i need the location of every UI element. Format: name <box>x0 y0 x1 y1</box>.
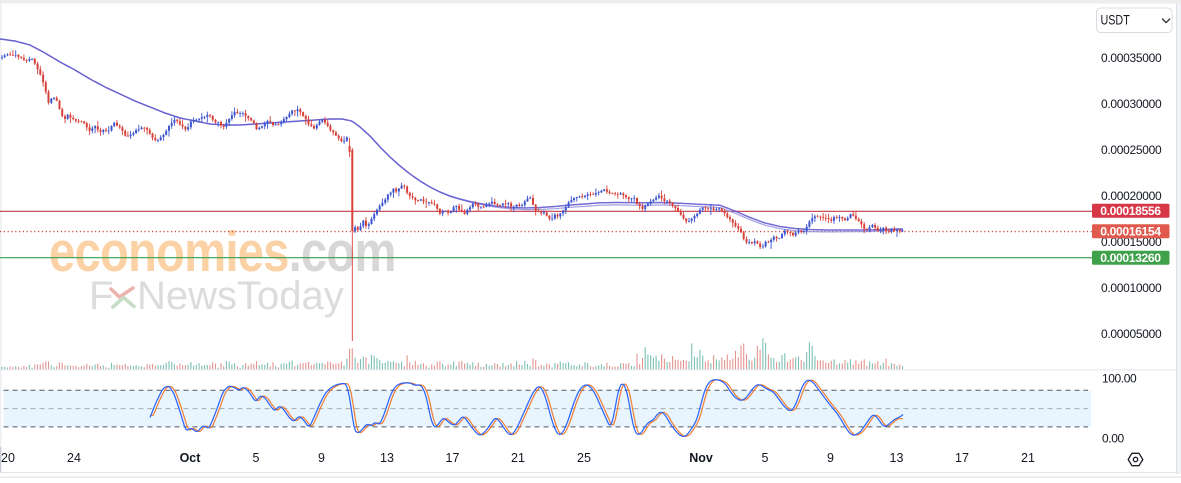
svg-text:0.00030000: 0.00030000 <box>1101 97 1162 111</box>
svg-text:0.00025000: 0.00025000 <box>1101 143 1162 157</box>
svg-text:Oct: Oct <box>180 451 202 465</box>
svg-text:5: 5 <box>762 451 769 465</box>
svg-text:25: 25 <box>577 451 591 465</box>
svg-text:0.00020000: 0.00020000 <box>1101 189 1162 203</box>
svg-text:13: 13 <box>380 451 394 465</box>
svg-text:NewsToday: NewsToday <box>137 274 344 318</box>
svg-text:21: 21 <box>511 451 525 465</box>
svg-text:20: 20 <box>1 451 15 465</box>
svg-text:24: 24 <box>67 451 81 465</box>
svg-text:9: 9 <box>318 451 325 465</box>
svg-text:Nov: Nov <box>689 451 713 465</box>
svg-text:21: 21 <box>1021 451 1035 465</box>
svg-text:F: F <box>89 274 113 318</box>
svg-text:17: 17 <box>955 451 969 465</box>
svg-text:0.00016154: 0.00016154 <box>1100 225 1161 239</box>
svg-text:0.00013260: 0.00013260 <box>1100 251 1161 265</box>
svg-text:0.00015000: 0.00015000 <box>1101 235 1162 249</box>
svg-text:5: 5 <box>253 451 260 465</box>
svg-text:USDT: USDT <box>1101 12 1131 28</box>
svg-text:0.00035000: 0.00035000 <box>1101 51 1162 65</box>
svg-text:0.00: 0.00 <box>1102 432 1124 446</box>
svg-text:0.00005000: 0.00005000 <box>1101 327 1162 341</box>
svg-text:0.00018556: 0.00018556 <box>1100 204 1161 218</box>
svg-text:9: 9 <box>827 451 834 465</box>
svg-text:13: 13 <box>890 451 904 465</box>
svg-text:100.00: 100.00 <box>1102 372 1137 386</box>
svg-text:17: 17 <box>446 451 460 465</box>
svg-text:0.00010000: 0.00010000 <box>1101 281 1162 295</box>
